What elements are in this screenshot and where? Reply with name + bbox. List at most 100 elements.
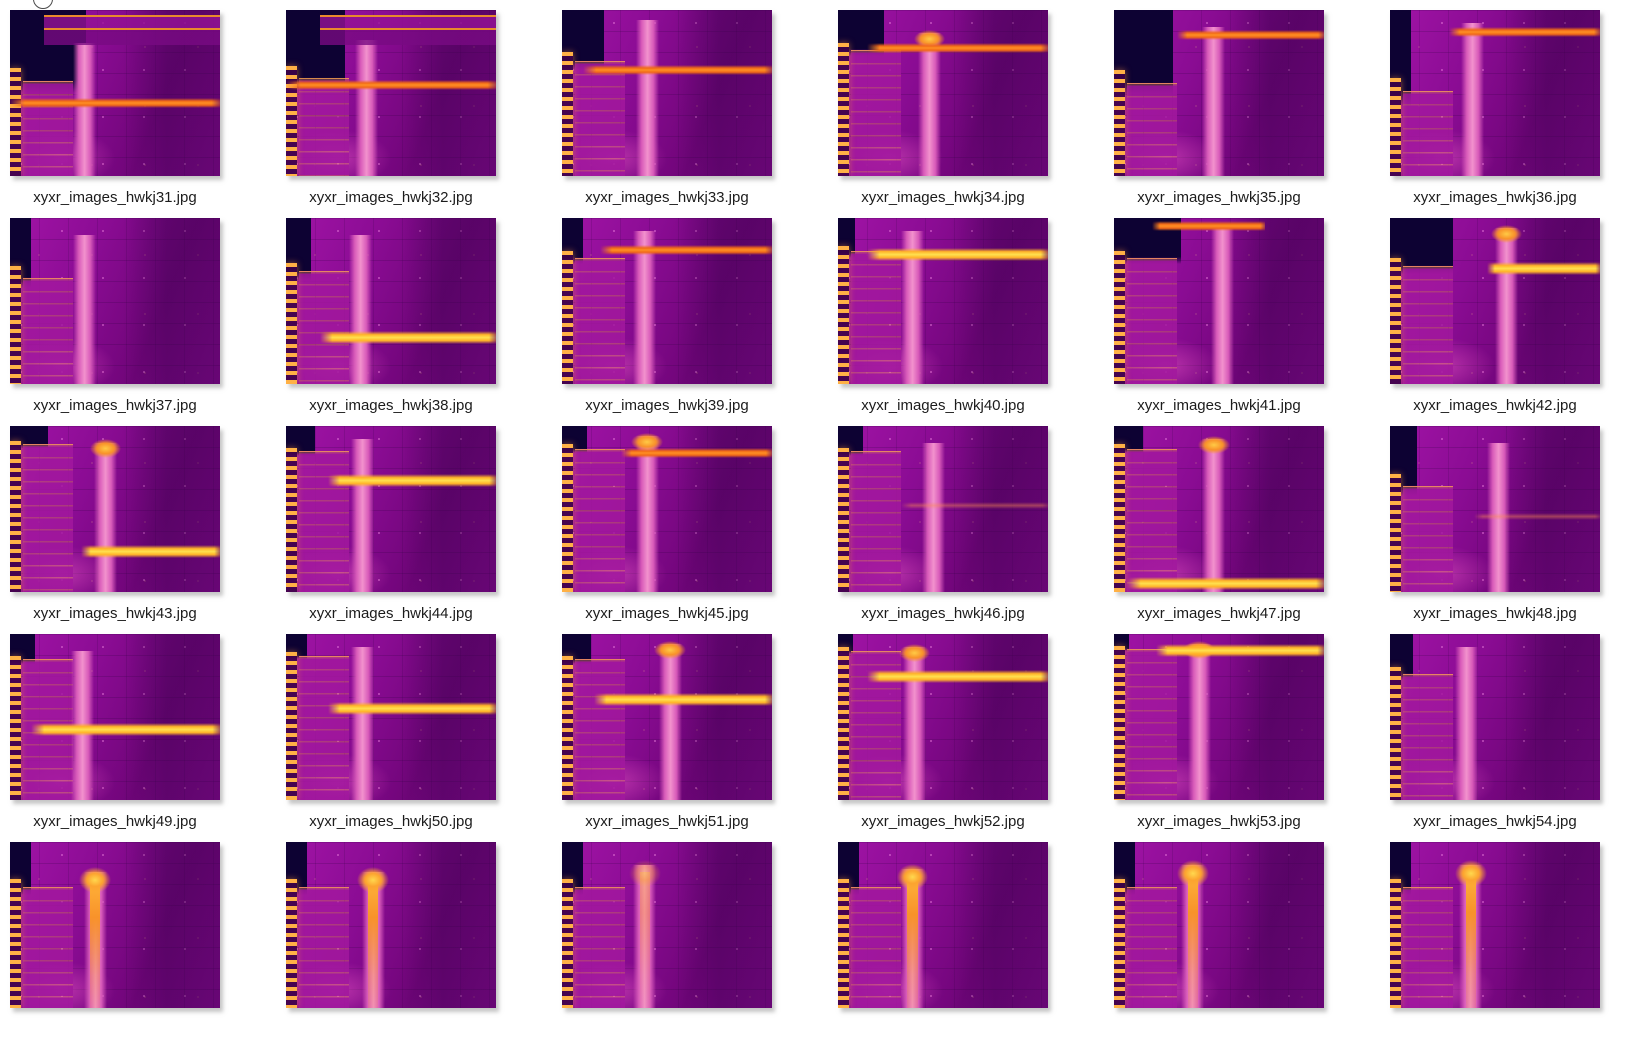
thermal-dark-field xyxy=(1503,634,1600,800)
thermal-image-thumbnail[interactable] xyxy=(286,10,496,176)
thermal-image-thumbnail[interactable] xyxy=(562,10,772,176)
image-filename[interactable]: xyxr_images_hwkj52.jpg xyxy=(861,813,1025,830)
image-filename[interactable]: xyxr_images_hwkj40.jpg xyxy=(861,397,1025,414)
thermal-ladder-strip xyxy=(1390,878,1401,1008)
image-filename[interactable]: xyxr_images_hwkj54.jpg xyxy=(1413,813,1577,830)
image-filename[interactable]: xyxr_images_hwkj43.jpg xyxy=(33,605,197,622)
thermal-dark-field xyxy=(1227,218,1324,384)
thermal-window-tower xyxy=(574,257,625,384)
thermal-image-thumbnail[interactable] xyxy=(1390,218,1600,384)
image-filename[interactable]: xyxr_images_hwkj41.jpg xyxy=(1137,397,1301,414)
thermal-column xyxy=(351,439,375,592)
thermal-window-tower xyxy=(298,271,349,384)
image-cell: xyxr_images_hwkj49.jpg xyxy=(10,634,220,842)
thermal-image-thumbnail[interactable] xyxy=(1114,842,1324,1008)
image-cell: xyxr_images_hwkj37.jpg xyxy=(10,218,220,426)
thermal-dark-field xyxy=(675,218,772,384)
thermal-image-thumbnail[interactable] xyxy=(286,218,496,384)
image-cell: xyxr_images_hwkj41.jpg xyxy=(1114,218,1324,426)
image-filename[interactable]: xyxr_images_hwkj47.jpg xyxy=(1137,605,1301,622)
thermal-column-cap xyxy=(357,866,389,894)
thermal-image-thumbnail[interactable] xyxy=(838,426,1048,592)
image-filename[interactable]: xyxr_images_hwkj32.jpg xyxy=(309,189,473,206)
thermal-image-thumbnail[interactable] xyxy=(1390,426,1600,592)
image-filename[interactable]: xyxr_images_hwkj48.jpg xyxy=(1413,605,1577,622)
thermal-column xyxy=(635,19,659,176)
thermal-column-cap xyxy=(629,860,661,887)
image-filename[interactable]: xyxr_images_hwkj34.jpg xyxy=(861,189,1025,206)
thermal-image-thumbnail[interactable] xyxy=(1390,10,1600,176)
image-filename[interactable]: xyxr_images_hwkj31.jpg xyxy=(33,189,197,206)
thermal-column xyxy=(1202,439,1226,592)
image-cell xyxy=(286,842,496,1050)
image-cell: xyxr_images_hwkj46.jpg xyxy=(838,426,1048,634)
thermal-image-thumbnail[interactable] xyxy=(286,634,496,800)
thermal-image-thumbnail[interactable] xyxy=(286,426,496,592)
thermal-heat-band xyxy=(867,247,1048,261)
thermal-image-thumbnail[interactable] xyxy=(838,842,1048,1008)
image-filename[interactable]: xyxr_images_hwkj51.jpg xyxy=(585,813,749,830)
thermal-window-tower xyxy=(298,450,349,592)
image-filename[interactable]: xyxr_images_hwkj45.jpg xyxy=(585,605,749,622)
thermal-column-cap xyxy=(631,432,663,451)
thermal-ladder-strip xyxy=(10,440,21,592)
thermal-image-thumbnail[interactable] xyxy=(10,218,220,384)
thermal-image-thumbnail[interactable] xyxy=(1114,218,1324,384)
thermal-column xyxy=(94,442,118,592)
thermal-image-thumbnail[interactable] xyxy=(838,218,1048,384)
thermal-window-tower xyxy=(1402,91,1453,176)
thermal-image-thumbnail[interactable] xyxy=(562,634,772,800)
image-filename[interactable]: xyxr_images_hwkj50.jpg xyxy=(309,813,473,830)
image-filename[interactable]: xyxr_images_hwkj49.jpg xyxy=(33,813,197,830)
image-filename[interactable]: xyxr_images_hwkj38.jpg xyxy=(309,397,473,414)
thermal-image-thumbnail[interactable] xyxy=(10,842,220,1008)
thermal-image-thumbnail[interactable] xyxy=(1390,842,1600,1008)
thermal-image-thumbnail[interactable] xyxy=(562,842,772,1008)
thermal-image-thumbnail[interactable] xyxy=(1114,426,1324,592)
image-filename[interactable]: xyxr_images_hwkj42.jpg xyxy=(1413,397,1577,414)
thermal-column-cap xyxy=(89,439,122,458)
thermal-window-tower xyxy=(1126,449,1177,592)
thermal-ladder-strip xyxy=(562,444,573,592)
thermal-heat-band xyxy=(31,723,220,737)
image-filename[interactable]: xyxr_images_hwkj35.jpg xyxy=(1137,189,1301,206)
thermal-ladder-strip xyxy=(10,266,21,384)
thermal-ladder-strip xyxy=(562,655,573,800)
thermal-heat-band xyxy=(81,545,220,559)
thermal-heat-band xyxy=(1474,513,1600,521)
thermal-dark-field xyxy=(1503,218,1600,384)
thermal-heat-band xyxy=(10,97,220,108)
image-filename[interactable]: xyxr_images_hwkj37.jpg xyxy=(33,397,197,414)
image-cell xyxy=(838,842,1048,1050)
image-filename[interactable]: xyxr_images_hwkj44.jpg xyxy=(309,605,473,622)
thermal-window-tower xyxy=(574,658,625,800)
thermal-image-thumbnail[interactable] xyxy=(838,634,1048,800)
thermal-image-thumbnail[interactable] xyxy=(1390,634,1600,800)
thermal-image-thumbnail[interactable] xyxy=(10,634,220,800)
thermal-heat-band xyxy=(599,244,772,255)
thermal-column-cap xyxy=(898,643,931,663)
thermal-ladder-strip xyxy=(10,878,21,1008)
thermal-heat-band xyxy=(1156,643,1324,657)
thermal-column-hot-core xyxy=(1187,871,1198,1008)
image-filename[interactable]: xyxr_images_hwkj53.jpg xyxy=(1137,813,1301,830)
thermal-image-thumbnail[interactable] xyxy=(1114,634,1324,800)
thermal-image-thumbnail[interactable] xyxy=(838,10,1048,176)
thermal-image-thumbnail[interactable] xyxy=(10,10,220,176)
thermal-window-tower xyxy=(1402,673,1453,800)
image-filename[interactable]: xyxr_images_hwkj39.jpg xyxy=(585,397,749,414)
thermal-image-thumbnail[interactable] xyxy=(562,426,772,592)
thermal-image-thumbnail[interactable] xyxy=(286,842,496,1008)
thermal-heat-band xyxy=(867,670,1048,684)
image-filename[interactable]: xyxr_images_hwkj33.jpg xyxy=(585,189,749,206)
thermal-image-thumbnail[interactable] xyxy=(10,426,220,592)
thermal-dark-field xyxy=(675,634,772,800)
thermal-window-tower xyxy=(574,886,625,1008)
image-filename[interactable]: xyxr_images_hwkj46.jpg xyxy=(861,605,1025,622)
thermal-image-thumbnail[interactable] xyxy=(1114,10,1324,176)
thermal-ladder-strip xyxy=(1114,444,1125,592)
thermal-column-hot-core xyxy=(639,871,651,1008)
thermal-image-thumbnail[interactable] xyxy=(562,218,772,384)
image-cell: xyxr_images_hwkj47.jpg xyxy=(1114,426,1324,634)
image-filename[interactable]: xyxr_images_hwkj36.jpg xyxy=(1413,189,1577,206)
